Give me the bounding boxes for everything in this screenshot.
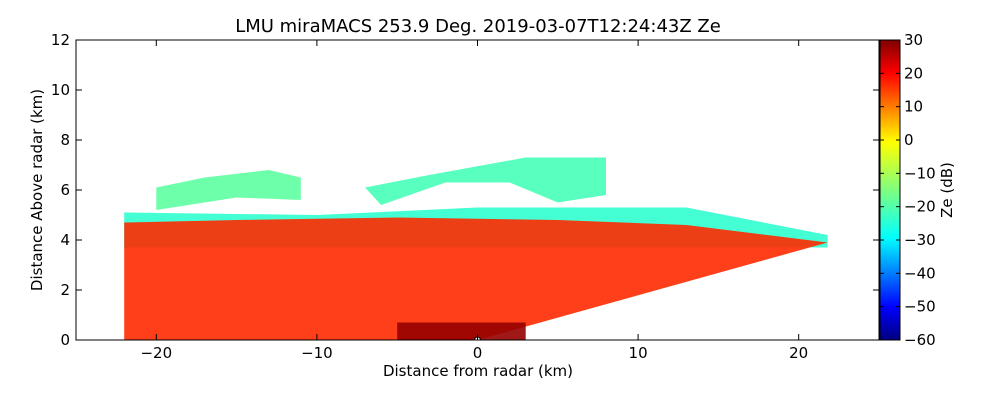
y-axis: 0 2 4 6 8 10 12 bbox=[51, 31, 879, 349]
x-tick-label: −20 bbox=[140, 344, 172, 362]
x-axis: −20 −10 0 10 20 bbox=[140, 40, 808, 362]
y-tick-label: 12 bbox=[51, 31, 70, 49]
y-tick-label: 10 bbox=[51, 81, 70, 99]
y-tick-label: 8 bbox=[60, 131, 70, 149]
colorbar bbox=[879, 39, 901, 341]
colorbar-tick-label: −50 bbox=[904, 298, 936, 316]
colorbar-tick-label: 20 bbox=[904, 64, 923, 82]
colorbar-label: Ze (dB) bbox=[938, 162, 956, 218]
colorbar-tick-label: 10 bbox=[904, 98, 923, 116]
colorbar-tick-label: 30 bbox=[904, 31, 923, 49]
colorbar-tick-label: −60 bbox=[904, 331, 936, 349]
x-tick-label: 10 bbox=[629, 344, 648, 362]
region-left-cloud-fragments bbox=[156, 170, 301, 210]
colorbar-tick-label: −40 bbox=[904, 264, 936, 282]
x-tick-label: 20 bbox=[789, 344, 808, 362]
y-tick-label: 4 bbox=[60, 231, 70, 249]
colorbar-axis: 30 20 10 0 −10 −20 −30 −40 −50 −60 bbox=[880, 31, 936, 349]
y-tick-label: 0 bbox=[60, 331, 70, 349]
colorbar-tick-label: −10 bbox=[904, 164, 936, 182]
chart-title: LMU miraMACS 253.9 Deg. 2019-03-07T12:24… bbox=[235, 16, 721, 37]
plot-area bbox=[124, 157, 828, 340]
region-near-surface-maximum bbox=[397, 322, 526, 340]
x-axis-label: Distance from radar (km) bbox=[383, 362, 573, 380]
colorbar-tick-label: −20 bbox=[904, 198, 936, 216]
x-tick-label: −10 bbox=[301, 344, 333, 362]
x-tick-label: 0 bbox=[473, 344, 483, 362]
colorbar-tick-label: −30 bbox=[904, 231, 936, 249]
region-upper-cloud-layer bbox=[365, 157, 606, 205]
colorbar-tick-label: 0 bbox=[904, 131, 914, 149]
y-tick-label: 2 bbox=[60, 281, 70, 299]
region-precipitation-core bbox=[124, 217, 828, 340]
y-axis-label: Distance Above radar (km) bbox=[28, 89, 46, 291]
y-tick-label: 6 bbox=[60, 181, 70, 199]
